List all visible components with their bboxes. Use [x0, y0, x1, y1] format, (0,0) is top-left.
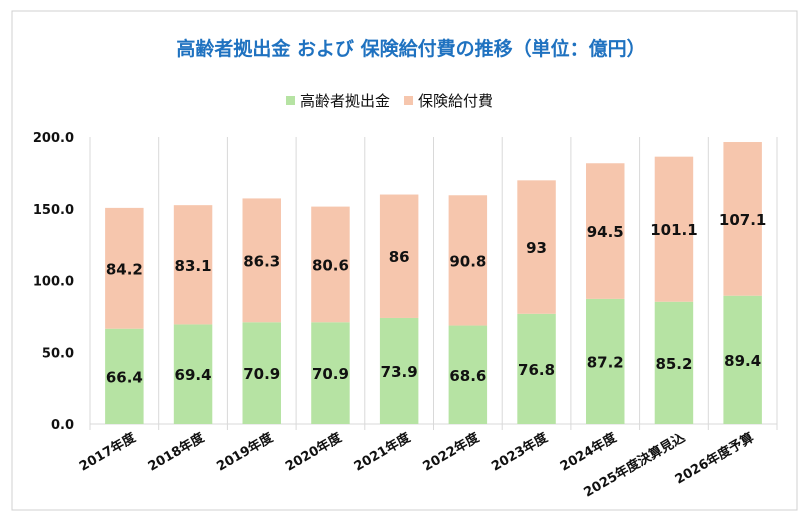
legend: 高齢者拠出金 保険給付費	[286, 92, 493, 110]
y-tick-label: 50.0	[42, 346, 74, 361]
data-label: 87.2	[587, 353, 624, 371]
bar-benefit	[173, 205, 213, 325]
data-label: 94.5	[587, 223, 624, 241]
bar-benefit	[448, 195, 488, 326]
data-label: 68.6	[449, 367, 486, 385]
bar-contribution	[723, 295, 762, 424]
data-label: 76.8	[518, 361, 555, 379]
bar-benefit	[654, 156, 694, 302]
bar-contribution	[654, 301, 694, 424]
data-label: 69.4	[175, 366, 212, 384]
legend-label: 保険給付費	[418, 92, 493, 110]
data-label: 70.9	[243, 365, 280, 383]
bar-benefit	[311, 206, 350, 323]
data-label: 85.2	[655, 355, 692, 373]
bar-benefit	[723, 142, 762, 296]
bar-contribution	[242, 322, 281, 424]
y-tick-label: 150.0	[33, 203, 74, 218]
bar-benefit	[242, 198, 281, 323]
data-label: 66.4	[106, 368, 143, 386]
data-label: 70.9	[312, 365, 349, 383]
chart-title: 高齢者拠出金 および 保険給付費の推移（単位：億円）	[176, 37, 645, 60]
bar-benefit	[517, 180, 556, 314]
bar-contribution	[311, 322, 350, 424]
data-label: 93	[526, 239, 547, 257]
data-label: 107.1	[719, 211, 766, 229]
data-label: 90.8	[449, 252, 486, 270]
data-label: 73.9	[381, 363, 418, 381]
y-tick-label: 200.0	[33, 131, 74, 146]
data-label: 89.4	[724, 352, 761, 370]
data-label: 84.2	[106, 260, 143, 278]
bar-contribution	[448, 325, 488, 424]
bar-contribution	[517, 313, 556, 424]
data-label: 86.3	[243, 252, 280, 270]
bar-benefit	[379, 194, 419, 318]
data-label: 101.1	[650, 221, 697, 239]
data-label: 80.6	[312, 256, 349, 274]
bar-contribution	[379, 317, 419, 424]
data-label: 86	[389, 248, 410, 266]
data-label: 83.1	[175, 257, 212, 275]
y-tick-label: 100.0	[33, 275, 74, 290]
bar-contribution	[173, 324, 213, 424]
legend-label: 高齢者拠出金	[300, 92, 390, 110]
legend-swatch	[286, 96, 295, 105]
legend-swatch	[404, 96, 414, 105]
bar-contribution	[586, 298, 625, 424]
y-tick-label: 0.0	[51, 418, 74, 433]
bar-benefit	[586, 163, 625, 299]
bar-benefit	[105, 207, 144, 329]
bar-contribution	[105, 328, 144, 424]
